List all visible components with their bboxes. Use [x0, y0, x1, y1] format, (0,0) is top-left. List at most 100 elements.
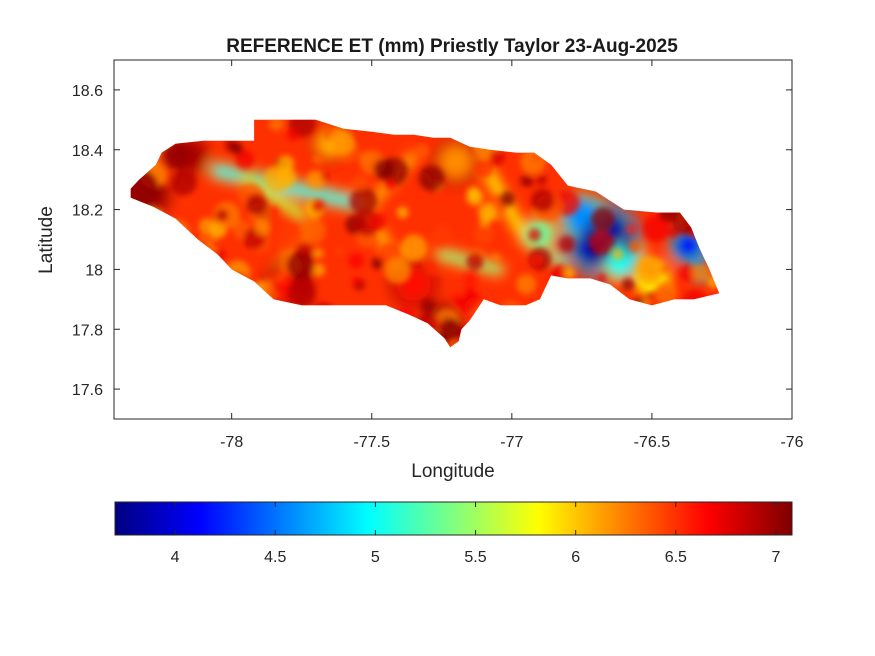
heatmap-texture-cell — [313, 248, 324, 259]
heatmap-texture-cell — [300, 219, 326, 245]
heatmap-texture-cell — [591, 207, 615, 231]
heatmap-texture-cell — [530, 188, 555, 213]
heatmap-texture-cell — [597, 273, 607, 283]
heatmap-texture-cell — [306, 170, 325, 189]
x-tick-label: -76.5 — [634, 434, 671, 451]
heatmap-texture-cell — [384, 257, 411, 284]
heatmap-texture-cell — [478, 203, 497, 222]
y-tick-label: 18.4 — [72, 143, 103, 160]
y-tick-label: 18.6 — [72, 83, 103, 100]
heatmap-texture-cell — [276, 167, 297, 188]
heatmap-texture-cell — [311, 199, 325, 213]
heatmap-texture-cell — [328, 129, 355, 156]
y-axis-ticks: 17.6 17.8 18 18.2 18.4 18.6 — [72, 83, 792, 399]
y-axis-label: Latitude — [36, 206, 57, 274]
x-axis-ticks: -78 -77.5 -77 -76.5 -76 — [220, 60, 804, 451]
heatmap-texture-cell — [348, 252, 364, 269]
colorbar-ticks: 4 4.5 5 5.5 6 6.5 7 — [171, 502, 781, 566]
y-tick-label: 17.6 — [72, 382, 103, 399]
colorbar — [114, 501, 793, 536]
heatmap-spot — [674, 231, 703, 260]
heatmap-texture-cell — [215, 208, 229, 222]
heatmap-texture-cell — [268, 119, 285, 132]
heatmap-texture-cell — [286, 128, 300, 141]
heatmap-texture-cell — [420, 298, 436, 314]
heatmap-texture-cell — [371, 257, 384, 270]
heatmap-texture-cell — [170, 169, 197, 196]
heatmap-texture-cell — [235, 150, 255, 169]
heatmap-texture-cell — [516, 274, 537, 295]
heatmap-texture-cell — [588, 229, 615, 256]
heatmap-texture-cell — [274, 272, 286, 285]
heatmap-texture-cell — [438, 318, 462, 341]
x-tick-label: -76 — [780, 434, 803, 451]
heatmap-texture-cell — [312, 154, 324, 165]
heatmap-texture-cell — [612, 248, 624, 261]
heatmap-texture-cell — [558, 235, 576, 253]
heatmap-texture-cell — [520, 174, 532, 187]
heatmap-texture-cell — [276, 223, 303, 250]
colorbar-tick-label: 6.5 — [665, 549, 687, 566]
heatmap-texture-cell — [230, 142, 244, 155]
heatmap-texture-cell — [636, 257, 664, 286]
heatmap-texture-cell — [466, 188, 484, 206]
heatmap-texture-cell — [642, 215, 670, 242]
colorbar-tick-label: 5 — [371, 549, 380, 566]
heatmap-texture-cell — [287, 279, 316, 308]
heatmap-texture-cell — [352, 276, 362, 286]
colorbar-tick-label: 4 — [171, 549, 180, 566]
heatmap-texture-cell — [418, 165, 445, 192]
heatmap-texture-cell — [531, 254, 543, 266]
heatmap-texture-cell — [463, 271, 478, 287]
heatmap-texture-cell — [396, 206, 409, 219]
heatmap-texture-cell — [311, 263, 326, 277]
x-tick-label: -78 — [220, 434, 243, 451]
heatmap-texture-cell — [182, 197, 197, 211]
heatmap-texture-cell — [536, 174, 548, 186]
heatmap-texture-cell — [628, 240, 641, 253]
heatmap-texture-cell — [246, 194, 267, 215]
heatmap-texture-cell — [352, 174, 369, 191]
heatmap-texture-cell — [161, 141, 190, 170]
heatmap-texture-cell — [254, 219, 271, 236]
heatmap-spot — [439, 144, 473, 179]
y-tick-label: 18 — [85, 262, 103, 279]
heatmap-texture-cell — [489, 149, 506, 166]
heatmap-texture-cell — [130, 169, 159, 209]
heatmap-texture-cell — [416, 144, 430, 158]
colorbar-tick-label: 6 — [571, 549, 580, 566]
heatmap-texture-cell — [499, 191, 515, 207]
heatmap-texture-cell — [321, 172, 330, 181]
heatmap-texture-cell — [431, 224, 453, 246]
heatmap-texture-cell — [691, 263, 710, 282]
heatmap-texture-cell — [491, 253, 501, 262]
x-tick-label: -77 — [500, 434, 523, 451]
figure-title: REFERENCE ET (mm) Priestly Taylor 23-Aug… — [226, 36, 678, 57]
heatmap-texture-cell — [373, 158, 395, 180]
colorbar-tick-label: 5.5 — [464, 549, 486, 566]
heatmap-texture-cell — [473, 223, 494, 244]
x-tick-label: -77.5 — [354, 434, 391, 451]
colorbar-tick-label: 7 — [772, 549, 781, 566]
heatmap-texture-cell — [400, 234, 428, 262]
heatmap-texture-cell — [626, 224, 637, 234]
heatmap-texture-cell — [678, 264, 696, 282]
heatmap-texture-cell — [473, 157, 494, 179]
heatmap-texture-cell — [262, 277, 275, 290]
heatmap-texture-cell — [349, 187, 378, 215]
heatmap-texture-cell — [621, 278, 635, 291]
x-axis-label: Longitude — [411, 461, 494, 482]
heatmap-texture-cell — [528, 228, 542, 242]
heatmap-texture-cell — [466, 253, 484, 271]
y-tick-label: 18.2 — [72, 203, 103, 220]
heatmap-texture-cell — [286, 251, 315, 280]
heatmap-texture-cell — [384, 178, 397, 191]
heatmap-texture-cell — [654, 282, 678, 305]
heatmap-texture-cell — [563, 267, 575, 279]
heatmap-texture-cell — [334, 246, 344, 256]
heatmap-texture-cell — [532, 154, 541, 163]
heatmap-texture-cell — [369, 212, 387, 231]
colorbar-tick-label: 4.5 — [264, 549, 286, 566]
heatmap-spot — [611, 223, 626, 244]
